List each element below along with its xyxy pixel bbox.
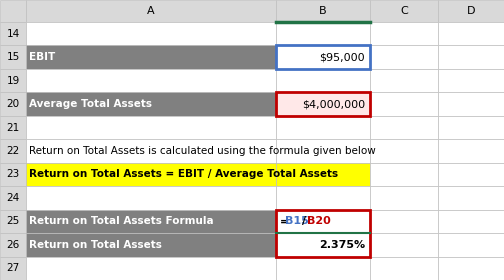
Bar	[370, 0, 438, 22]
Text: B: B	[319, 6, 327, 16]
Bar	[276, 233, 370, 256]
Text: EBIT: EBIT	[29, 52, 55, 62]
Bar	[26, 139, 276, 163]
Bar	[276, 210, 370, 256]
Text: 24: 24	[7, 193, 20, 203]
Text: 19: 19	[7, 76, 20, 86]
Bar	[0, 45, 26, 69]
Bar	[370, 163, 438, 186]
Bar	[370, 45, 438, 69]
Text: $4,000,000: $4,000,000	[302, 99, 365, 109]
Bar	[438, 45, 504, 69]
Bar	[370, 22, 438, 45]
Bar	[26, 92, 276, 116]
Text: D: D	[467, 6, 475, 16]
Text: 20: 20	[7, 99, 20, 109]
Text: 14: 14	[7, 29, 20, 39]
Bar	[276, 256, 370, 280]
Bar	[0, 163, 26, 186]
Text: $95,000: $95,000	[320, 52, 365, 62]
Text: C: C	[400, 6, 408, 16]
Bar	[370, 186, 438, 210]
Bar	[26, 256, 276, 280]
Text: B20: B20	[307, 216, 331, 226]
Text: 27: 27	[7, 263, 20, 273]
Text: 25: 25	[7, 216, 20, 226]
Bar	[438, 233, 504, 256]
Bar	[26, 210, 276, 233]
Bar	[370, 139, 438, 163]
Bar	[0, 69, 26, 92]
Bar	[438, 256, 504, 280]
Bar	[276, 22, 370, 45]
Bar	[438, 210, 504, 233]
Bar	[370, 116, 438, 139]
Bar	[276, 0, 370, 22]
Text: Return on Total Assets = EBIT / Average Total Assets: Return on Total Assets = EBIT / Average …	[29, 169, 338, 179]
Bar	[438, 139, 504, 163]
Bar	[370, 233, 438, 256]
Bar	[438, 69, 504, 92]
Bar	[276, 139, 370, 163]
Text: 26: 26	[7, 240, 20, 250]
Text: =: =	[280, 216, 289, 226]
Bar	[276, 186, 370, 210]
Bar	[276, 163, 370, 186]
Bar	[26, 233, 276, 256]
Text: B15: B15	[285, 216, 309, 226]
Bar	[370, 92, 438, 116]
Bar	[0, 210, 26, 233]
Bar	[26, 45, 276, 69]
Bar	[0, 233, 26, 256]
Text: 15: 15	[7, 52, 20, 62]
Bar	[276, 45, 370, 69]
Bar	[276, 210, 370, 233]
Bar	[0, 139, 26, 163]
Bar	[0, 116, 26, 139]
Bar	[0, 186, 26, 210]
Text: /: /	[302, 216, 306, 226]
Bar	[0, 92, 26, 116]
Bar	[276, 92, 370, 116]
Text: A: A	[147, 6, 155, 16]
Bar	[276, 45, 370, 69]
Text: 21: 21	[7, 123, 20, 132]
Bar	[276, 116, 370, 139]
Text: 23: 23	[7, 169, 20, 179]
Bar	[370, 210, 438, 233]
Bar	[370, 69, 438, 92]
Text: Return on Total Assets: Return on Total Assets	[29, 240, 162, 250]
Bar	[438, 163, 504, 186]
Bar	[26, 116, 276, 139]
Bar	[26, 22, 276, 45]
Bar	[276, 92, 370, 116]
Bar	[0, 0, 26, 22]
Text: 22: 22	[7, 146, 20, 156]
Bar	[438, 116, 504, 139]
Bar	[370, 256, 438, 280]
Bar	[438, 22, 504, 45]
Text: Return on Total Assets Formula: Return on Total Assets Formula	[29, 216, 214, 226]
Bar	[26, 0, 276, 22]
Text: Average Total Assets: Average Total Assets	[29, 99, 152, 109]
Bar	[438, 92, 504, 116]
Bar	[26, 163, 276, 186]
Bar	[438, 0, 504, 22]
Bar	[0, 22, 26, 45]
Bar	[438, 186, 504, 210]
Text: 2.375%: 2.375%	[319, 240, 365, 250]
Text: Return on Total Assets is calculated using the formula given below: Return on Total Assets is calculated usi…	[29, 146, 376, 156]
Bar	[0, 256, 26, 280]
Bar	[26, 186, 276, 210]
Bar	[276, 69, 370, 92]
Bar	[26, 69, 276, 92]
